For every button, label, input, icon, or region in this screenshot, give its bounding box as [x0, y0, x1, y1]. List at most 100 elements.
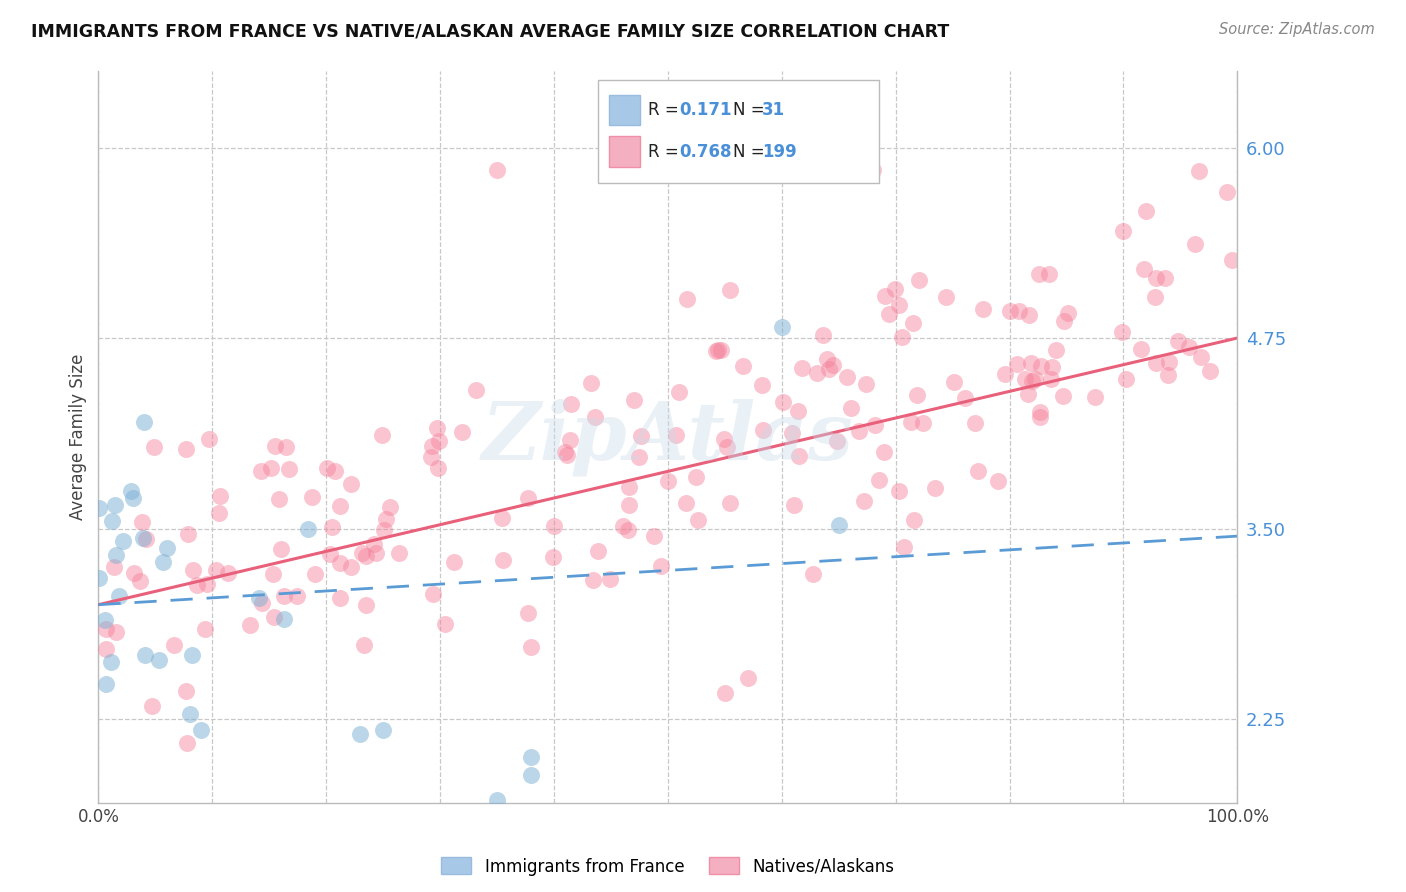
Point: [135, 532, 157, 546]
Point: [803, 566, 825, 581]
Point: [555, 448, 578, 462]
Text: N =: N =: [733, 143, 769, 161]
Text: 0.768: 0.768: [679, 143, 731, 161]
Point: [319, 547, 342, 561]
Point: [770, 320, 793, 334]
Point: [953, 391, 976, 405]
Text: N =: N =: [733, 101, 769, 119]
Point: [486, 793, 509, 807]
Point: [239, 618, 262, 632]
Point: [1154, 271, 1177, 285]
Point: [792, 361, 814, 376]
Point: [364, 546, 387, 560]
Point: [263, 439, 285, 453]
Point: [371, 723, 394, 737]
Point: [737, 671, 759, 685]
Point: [218, 566, 240, 580]
Point: [328, 591, 350, 606]
Point: [1178, 341, 1201, 355]
Point: [208, 489, 231, 503]
Point: [132, 415, 155, 429]
Point: [247, 591, 270, 605]
Point: [104, 498, 127, 512]
Point: [1029, 409, 1052, 424]
Point: [122, 491, 145, 505]
Text: R =: R =: [648, 143, 685, 161]
Point: [1017, 387, 1039, 401]
Point: [965, 417, 987, 431]
Point: [129, 574, 152, 588]
Point: [491, 553, 513, 567]
Point: [1057, 306, 1080, 320]
Point: [1220, 252, 1243, 267]
Point: [685, 470, 707, 484]
Point: [94, 677, 117, 691]
Point: [443, 555, 465, 569]
Point: [329, 499, 352, 513]
Point: [707, 343, 730, 357]
Point: [316, 461, 339, 475]
Point: [94, 613, 117, 627]
Text: 199: 199: [762, 143, 797, 161]
Point: [195, 576, 218, 591]
Point: [905, 388, 928, 402]
Point: [1133, 261, 1156, 276]
Point: [1031, 359, 1053, 373]
Point: [1008, 303, 1031, 318]
Point: [806, 366, 828, 380]
Point: [543, 519, 565, 533]
Point: [352, 546, 374, 560]
Point: [786, 403, 808, 417]
Point: [131, 516, 153, 530]
Point: [1052, 389, 1074, 403]
Point: [103, 560, 125, 574]
Point: [94, 642, 117, 657]
Point: [868, 474, 890, 488]
Point: [583, 410, 606, 425]
Point: [1115, 372, 1137, 386]
Point: [250, 464, 273, 478]
Point: [1111, 326, 1133, 340]
Point: [321, 520, 343, 534]
Point: [1112, 224, 1135, 238]
Point: [751, 378, 773, 392]
Point: [267, 492, 290, 507]
Point: [714, 686, 737, 700]
Point: [1018, 308, 1040, 322]
Point: [619, 480, 641, 494]
Point: [356, 599, 378, 613]
Point: [340, 560, 363, 574]
Point: [688, 513, 710, 527]
Point: [1039, 372, 1062, 386]
Point: [599, 573, 621, 587]
Point: [143, 441, 166, 455]
Point: [174, 683, 197, 698]
Point: [105, 625, 128, 640]
Point: [1040, 359, 1063, 374]
Point: [1184, 236, 1206, 251]
Point: [194, 622, 217, 636]
Point: [427, 460, 450, 475]
Point: [207, 506, 229, 520]
Point: [426, 421, 449, 435]
Point: [883, 282, 905, 296]
Point: [354, 549, 377, 563]
Point: [1014, 372, 1036, 386]
Point: [821, 358, 844, 372]
Point: [617, 499, 640, 513]
Point: [420, 450, 443, 465]
Point: [174, 442, 197, 456]
Point: [323, 464, 346, 478]
Point: [486, 163, 509, 178]
Point: [848, 425, 870, 439]
Point: [1157, 368, 1180, 383]
Point: [554, 445, 576, 459]
Point: [339, 476, 361, 491]
Point: [713, 433, 735, 447]
Point: [751, 423, 773, 437]
Point: [197, 432, 219, 446]
Point: [520, 750, 543, 764]
Point: [900, 415, 922, 429]
Point: [262, 566, 284, 581]
Point: [889, 297, 911, 311]
